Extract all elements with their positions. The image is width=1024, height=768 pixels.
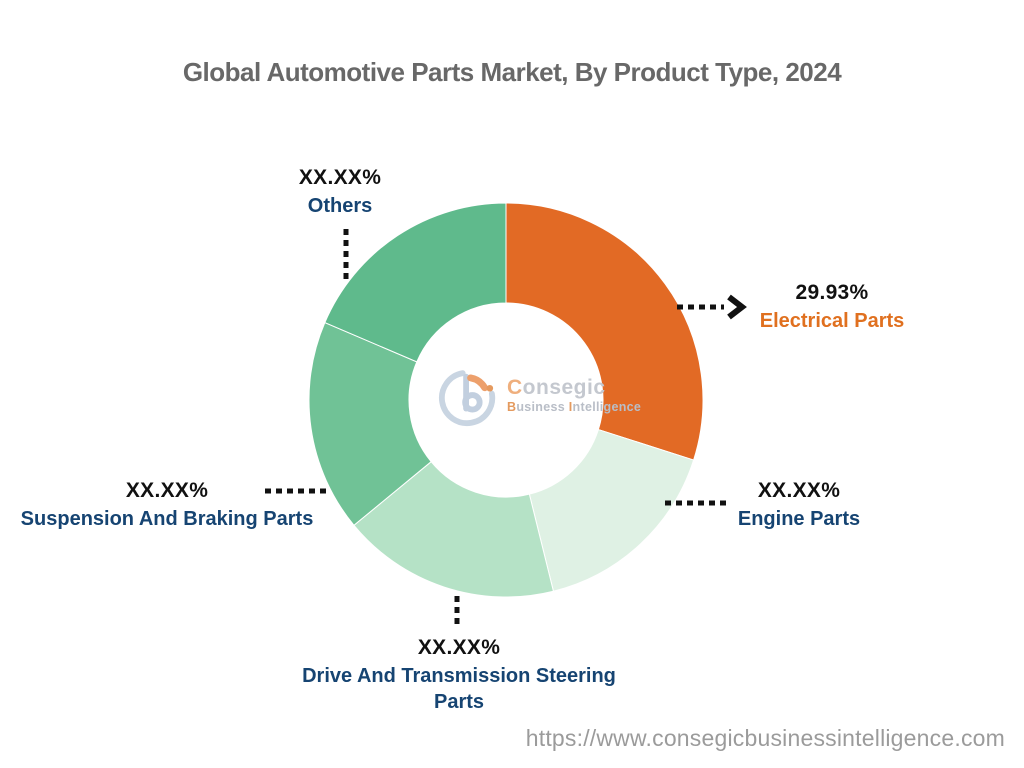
consegic-logo-icon [439,370,496,427]
logo-brand: Consegic [507,377,641,399]
donut-segment-electrical-parts [505,202,704,461]
donut-segment-engine-parts [528,428,695,592]
drive-transmission-value: XX.XX% [417,636,501,659]
callout-electrical-parts: 29.93% Electrical Parts [742,281,922,334]
logo-brand-rest: onsegic [522,376,606,400]
others-value: XX.XX% [298,166,382,189]
others-label: Others [307,195,373,217]
leader-line-others [343,229,349,279]
logo-brand-initial: C [507,376,523,400]
logo-tagline-b-initial: B [507,400,517,415]
callout-others: XX.XX% Others [250,166,430,219]
logo-tagline-i-initial: I [568,400,573,415]
engine-parts-label: Engine Parts [737,508,861,530]
callout-suspension-braking: XX.XX% Suspension And Braking Parts [2,479,332,532]
donut-segment-others [324,202,507,363]
electrical-parts-label: Electrical Parts [759,310,905,332]
logo-tagline-i-rest: ntelligence [572,400,642,415]
electrical-parts-value: 29.93% [795,281,869,304]
donut-chart [308,202,704,598]
logo-tagline: Business Intelligence [507,401,641,414]
leader-line-engine-parts [665,500,731,506]
logo-tagline-b-rest: usiness [516,400,565,415]
consegic-logo-text: Consegic Business Intelligence [507,377,641,414]
engine-parts-value: XX.XX% [757,479,841,502]
callout-engine-parts: XX.XX% Engine Parts [714,479,884,532]
suspension-braking-label: Suspension And Braking Parts [20,508,314,530]
leader-arrow-electrical-parts [677,294,747,320]
drive-transmission-label: Drive And Transmission Steering Parts [302,665,616,713]
chart-title: Global Automotive Parts Market, By Produ… [182,57,842,87]
donut-segment-suspension-and-braking-parts [308,321,432,526]
callout-drive-transmission: XX.XX% Drive And Transmission Steering P… [279,636,639,715]
leader-line-drive-transmission [454,596,460,628]
leader-line-suspension-braking [265,488,330,494]
consegic-logo: Consegic Business Intelligence [438,362,641,430]
website-url[interactable]: https://www.consegicbusinessintelligence… [525,725,1005,751]
suspension-braking-value: XX.XX% [125,479,209,502]
donut-segment-drive-and-transmission-steering-parts [353,460,555,598]
